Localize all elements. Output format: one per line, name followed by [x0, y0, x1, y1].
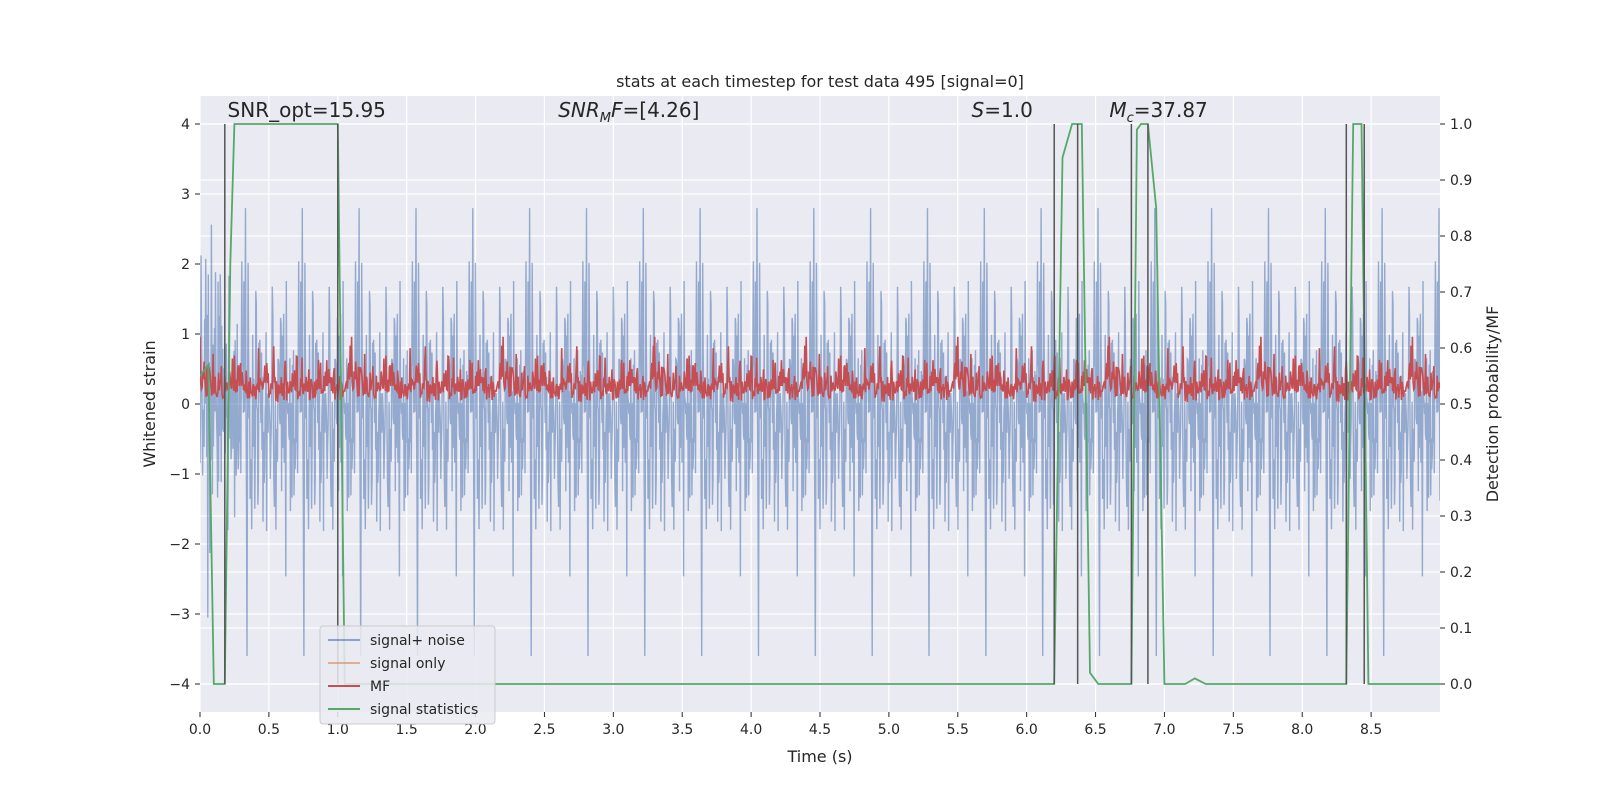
- x-tick-label: 7.5: [1222, 722, 1244, 738]
- left-tick-label: 4: [181, 117, 190, 133]
- legend-box: [319, 625, 496, 725]
- plot-series: [200, 123, 1440, 685]
- x-tick-label: 1.5: [396, 722, 418, 738]
- right-tick-label: 0.3: [1450, 509, 1472, 525]
- x-tick-label: 0.0: [189, 722, 211, 738]
- x-tick-label: 3.5: [671, 722, 693, 738]
- left-tick-label: −2: [169, 537, 190, 553]
- x-tick-label: 8.5: [1360, 722, 1382, 738]
- x-tick-label: 3.0: [602, 722, 624, 738]
- legend-label-noise: signal+ noise: [370, 633, 465, 649]
- left-axis-title: Whitened strain: [140, 340, 159, 467]
- annotation-3: Mc=37.87: [1109, 98, 1207, 126]
- left-tick-label: 1: [181, 327, 190, 343]
- series-signal-statistics: [200, 123, 1440, 685]
- chart-title: stats at each timestep for test data 495…: [616, 72, 1024, 91]
- x-tick-label: 5.0: [878, 722, 900, 738]
- right-tick-label: 0.0: [1450, 677, 1472, 693]
- x-ticks: 0.0 0.5 1.0 1.5 2.0 2.5 3.0 3.5 4.0 4.5 5.0 5.5 6.0 6…: [189, 712, 1382, 738]
- right-tick-label: 1.0: [1450, 117, 1472, 133]
- legend: signal+ noise signal only MF signal stat…: [319, 625, 496, 725]
- left-ticks: −4 −3 −2 −1 0 1 2 3 4: [169, 117, 200, 693]
- legend-label-statistics: signal statistics: [370, 702, 478, 718]
- series-signal-noise: [200, 208, 1440, 657]
- x-tick-label: 6.0: [1016, 722, 1038, 738]
- x-tick-label: 4.5: [809, 722, 831, 738]
- legend-label-mf: MF: [370, 679, 390, 695]
- x-tick-label: 0.5: [258, 722, 280, 738]
- annotation-0: SNR_opt=15.95: [228, 98, 386, 122]
- x-tick-label: 6.5: [1084, 722, 1106, 738]
- annotation-2: S=1.0: [972, 98, 1033, 122]
- x-tick-label: 4.0: [740, 722, 762, 738]
- right-tick-label: 0.7: [1450, 285, 1472, 301]
- x-tick-label: 1.0: [327, 722, 349, 738]
- right-ticks: 0.0 0.1 0.2 0.3 0.4 0.5 0.6 0.7 0.8 0.9 1.0: [1440, 117, 1472, 693]
- left-tick-label: −3: [169, 607, 190, 623]
- x-tick-label: 8.0: [1291, 722, 1313, 738]
- right-axis-title: Detection probability/MF: [1483, 306, 1502, 503]
- right-tick-label: 0.9: [1450, 173, 1472, 189]
- annotations: SNR_opt=15.95 SNRMF=[4.26] S=1.0 Mc=37.87: [228, 98, 1208, 126]
- x-axis-title: Time (s): [786, 747, 852, 766]
- x-tick-label: 2.5: [533, 722, 555, 738]
- right-tick-label: 0.8: [1450, 229, 1472, 245]
- legend-label-signal-only: signal only: [370, 656, 445, 672]
- right-tick-label: 0.5: [1450, 397, 1472, 413]
- left-tick-label: 3: [181, 187, 190, 203]
- right-tick-label: 0.6: [1450, 341, 1472, 357]
- left-tick-label: −4: [169, 677, 190, 693]
- left-tick-label: 2: [181, 257, 190, 273]
- x-tick-label: 2.0: [464, 722, 486, 738]
- left-tick-label: −1: [169, 467, 190, 483]
- right-tick-label: 0.2: [1450, 565, 1472, 581]
- left-tick-label: 0: [181, 397, 190, 413]
- x-tick-label: 7.0: [1153, 722, 1175, 738]
- right-tick-label: 0.1: [1450, 621, 1472, 637]
- annotation-1: SNRMF=[4.26]: [558, 98, 699, 126]
- right-tick-label: 0.4: [1450, 453, 1472, 469]
- x-tick-label: 5.5: [947, 722, 969, 738]
- series-mf: [200, 336, 1440, 402]
- vertical-markers: [224, 124, 1365, 684]
